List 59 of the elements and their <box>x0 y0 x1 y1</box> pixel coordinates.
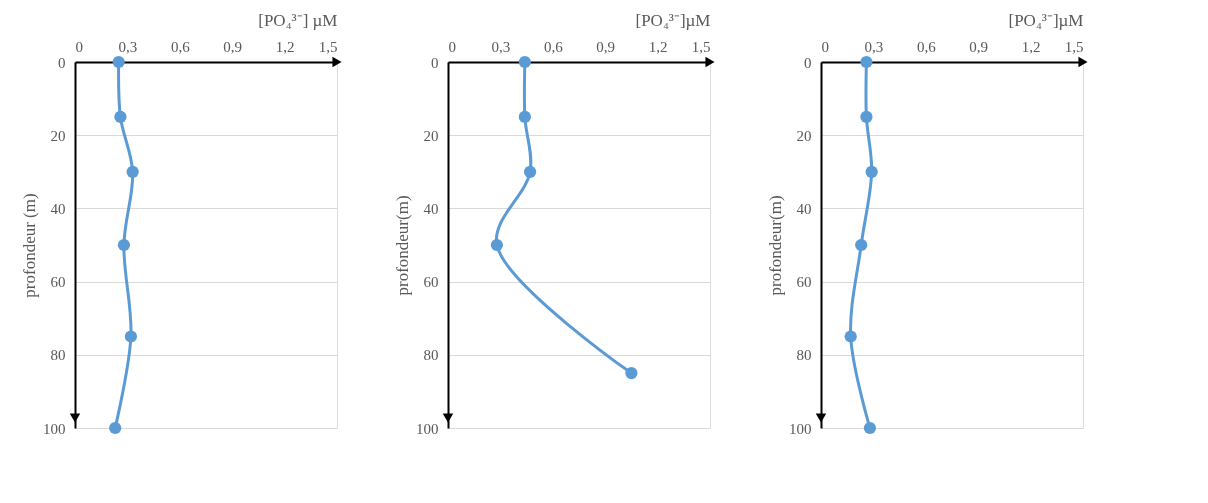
point <box>490 238 504 252</box>
y-tick-label: 0 <box>431 54 439 71</box>
point <box>518 110 531 124</box>
x-tick-label: 0,6 <box>916 38 937 55</box>
y-tick-label: 40 <box>796 200 812 217</box>
point <box>625 366 638 380</box>
y-tick-label: 100 <box>416 420 439 437</box>
x-tick-label: 1,2 <box>1021 38 1041 55</box>
y-tick-label: 100 <box>789 420 812 437</box>
point <box>117 238 131 252</box>
y-tick-label: 60 <box>796 274 812 291</box>
y-axis-title: profondeur (m) <box>20 193 39 298</box>
x-tick-label: 0,3 <box>491 38 511 55</box>
x-tick-label: 0,9 <box>223 38 243 55</box>
x-axis-title: [PO₄³⁻] µM <box>258 10 338 30</box>
x-tick-label: 0,6 <box>170 38 191 55</box>
x-tick-label: 0 <box>75 38 83 55</box>
y-tick-label: 20 <box>796 127 812 144</box>
y-axis-title: profondeur(m) <box>766 195 785 296</box>
point <box>844 330 857 343</box>
point <box>863 421 877 435</box>
y-tick-label: 60 <box>50 274 66 291</box>
point <box>860 55 873 69</box>
y-tick-label: 20 <box>423 127 439 144</box>
x-tick-label: 0,9 <box>969 38 989 55</box>
x-axis-title: [PO₄³⁻]µM <box>635 10 711 30</box>
x-tick-label: 1,2 <box>275 38 295 55</box>
y-tick-label: 40 <box>423 200 439 217</box>
point <box>523 165 537 178</box>
point <box>855 238 868 252</box>
point <box>124 330 138 343</box>
x-tick-label: 1,5 <box>1064 38 1084 55</box>
y-tick-label: 20 <box>50 127 66 144</box>
point <box>112 55 125 69</box>
x-tick-label: 0,3 <box>118 38 138 55</box>
x-tick-label: 1,2 <box>648 38 668 55</box>
x-tick-label: 0,9 <box>596 38 616 55</box>
y-tick-label: 0 <box>804 54 812 71</box>
x-tick-label: 0 <box>821 38 829 55</box>
point <box>114 110 127 124</box>
y-tick-label: 40 <box>50 200 66 217</box>
y-tick-label: 100 <box>43 420 66 437</box>
point <box>109 421 122 435</box>
x-tick-label: 0 <box>448 38 456 55</box>
y-tick-label: 60 <box>423 274 439 291</box>
x-tick-label: 0,3 <box>864 38 884 55</box>
point <box>865 165 878 178</box>
y-tick-label: 80 <box>796 347 812 364</box>
y-tick-label: 0 <box>58 54 66 71</box>
x-tick-label: 1,5 <box>318 38 338 55</box>
point <box>518 55 531 69</box>
y-tick-label: 80 <box>50 347 66 364</box>
x-axis-title: [PO₄³⁻]µM <box>1008 10 1084 30</box>
point <box>860 110 873 124</box>
x-tick-label: 1,5 <box>691 38 711 55</box>
y-axis-title: profondeur(m) <box>393 195 412 296</box>
y-tick-label: 80 <box>423 347 439 364</box>
point <box>126 165 139 178</box>
x-tick-label: 0,6 <box>543 38 564 55</box>
